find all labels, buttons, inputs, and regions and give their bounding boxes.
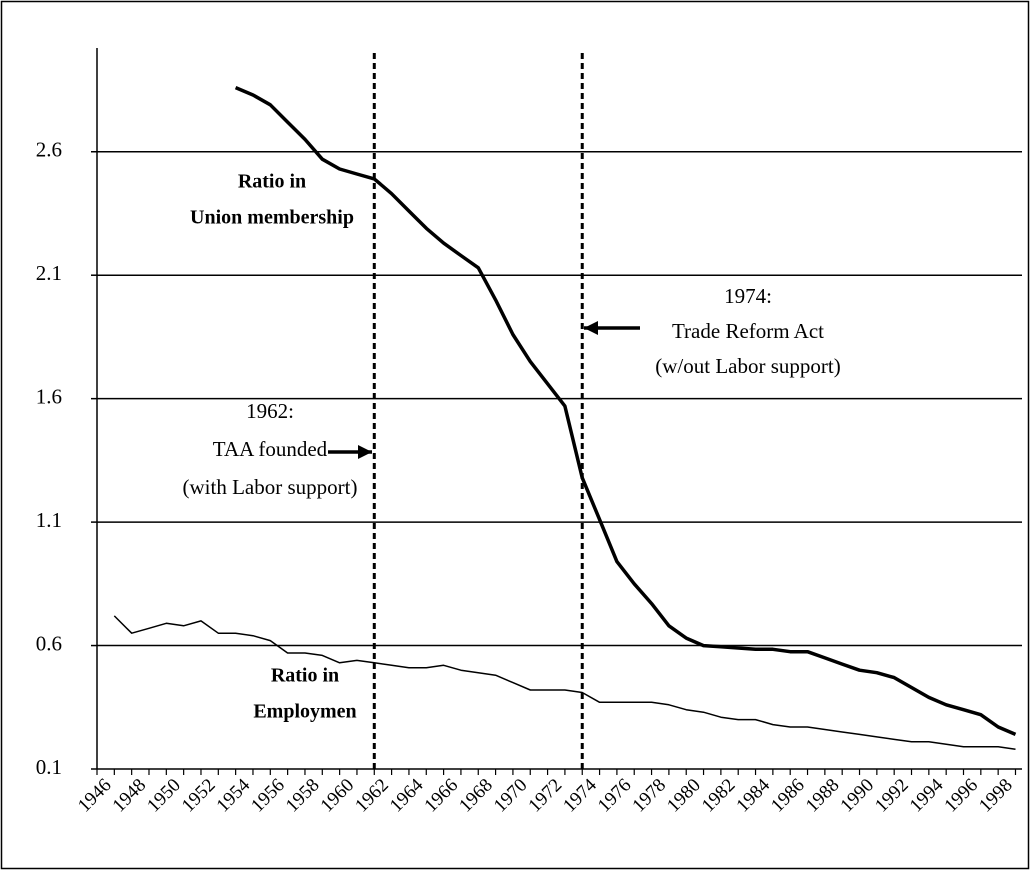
y-tick-label: 0.1 bbox=[36, 755, 62, 779]
series-line bbox=[234, 85, 1017, 737]
annotation: Trade Reform Act bbox=[672, 319, 824, 343]
annotation: (with Labor support) bbox=[183, 475, 358, 499]
y-tick-label: 1.1 bbox=[36, 508, 62, 532]
annotation: Ratio in bbox=[271, 665, 339, 687]
annotation: TAA founded bbox=[213, 437, 328, 461]
arrow-head bbox=[584, 321, 598, 335]
annotation: 1974: bbox=[724, 284, 772, 308]
series-line bbox=[113, 615, 1016, 750]
y-tick-label: 0.6 bbox=[36, 631, 62, 655]
annotation: Ratio in bbox=[238, 171, 306, 193]
annotation: Employmen bbox=[253, 701, 356, 723]
y-tick-label: 2.1 bbox=[36, 261, 62, 285]
annotation: Union membership bbox=[190, 207, 354, 229]
y-tick-label: 1.6 bbox=[36, 384, 62, 408]
annotation: (w/out Labor support) bbox=[655, 354, 840, 378]
arrow-head bbox=[358, 445, 372, 459]
y-tick-label: 2.6 bbox=[36, 138, 62, 162]
annotation: 1962: bbox=[246, 399, 294, 423]
